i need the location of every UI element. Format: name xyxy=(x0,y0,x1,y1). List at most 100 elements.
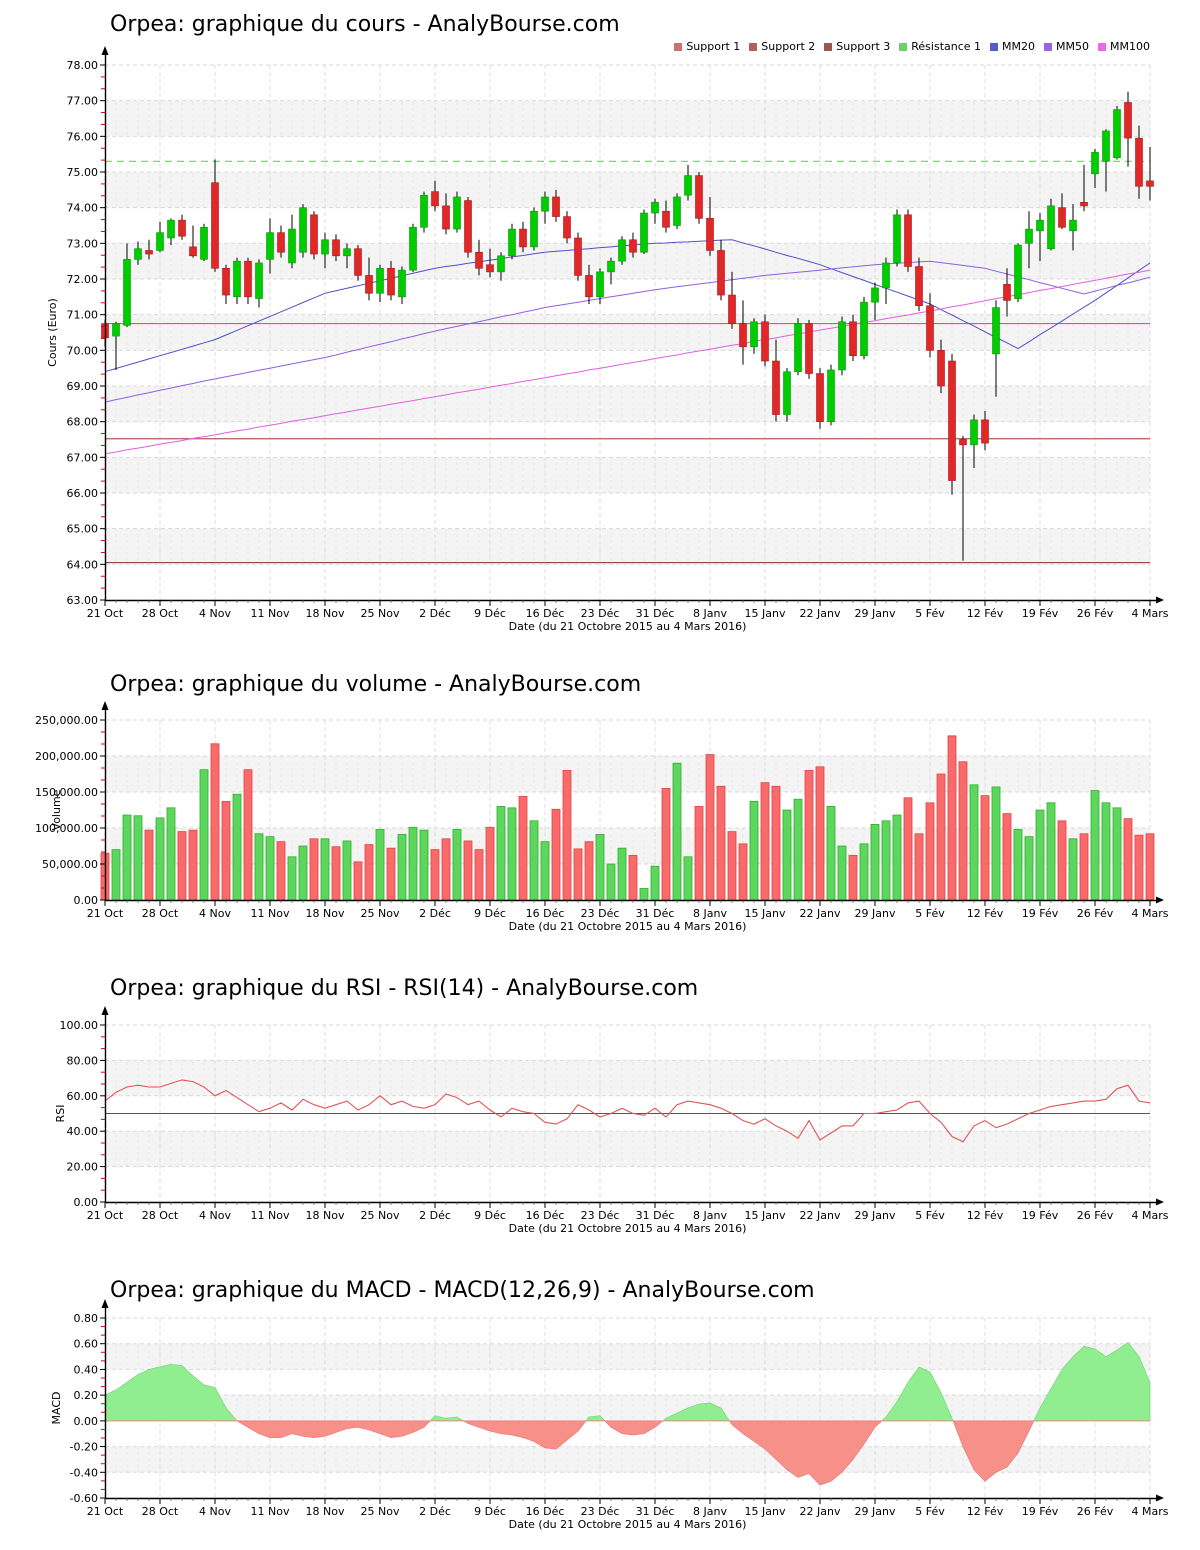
svg-text:11 Nov: 11 Nov xyxy=(251,1505,290,1518)
svg-text:23 Déc: 23 Déc xyxy=(581,1209,620,1222)
ma-mm20 xyxy=(104,239,1151,373)
svg-text:28 Oct: 28 Oct xyxy=(142,907,179,920)
svg-text:26 Fév: 26 Fév xyxy=(1077,607,1114,620)
svg-text:78.00: 78.00 xyxy=(67,59,99,72)
svg-text:4 Nov: 4 Nov xyxy=(199,907,231,920)
svg-text:11 Nov: 11 Nov xyxy=(251,607,290,620)
svg-text:-0.20: -0.20 xyxy=(70,1441,98,1454)
legend-label: Support 1 xyxy=(686,40,741,53)
svg-text:18 Nov: 18 Nov xyxy=(306,1209,345,1222)
svg-text:31 Déc: 31 Déc xyxy=(636,1505,675,1518)
svg-text:26 Fév: 26 Fév xyxy=(1077,1505,1114,1518)
svg-text:31 Déc: 31 Déc xyxy=(636,907,675,920)
svg-text:200,000.00: 200,000.00 xyxy=(35,750,98,763)
svg-text:150,000.00: 150,000.00 xyxy=(35,786,98,799)
svg-text:0.00: 0.00 xyxy=(74,1415,99,1428)
price-chart-legend: Support 1 Support 2 Support 3 Résistance 1 M… xyxy=(674,40,1150,53)
svg-text:0.00: 0.00 xyxy=(74,1196,99,1209)
rsi-line xyxy=(104,1079,1151,1143)
svg-text:9 Déc: 9 Déc xyxy=(474,1505,506,1518)
legend-item-support-1: Support 1 xyxy=(674,40,740,53)
svg-text:67.00: 67.00 xyxy=(67,451,99,464)
svg-text:29 Janv: 29 Janv xyxy=(855,1505,896,1518)
svg-text:12 Fév: 12 Fév xyxy=(967,1505,1004,1518)
svg-text:0.20: 0.20 xyxy=(74,1389,99,1402)
svg-text:26 Fév: 26 Fév xyxy=(1077,907,1114,920)
svg-text:0.40: 0.40 xyxy=(74,1363,99,1376)
svg-text:9 Déc: 9 Déc xyxy=(474,907,506,920)
svg-text:9 Déc: 9 Déc xyxy=(474,1209,506,1222)
svg-text:25 Nov: 25 Nov xyxy=(361,1505,400,1518)
svg-text:69.00: 69.00 xyxy=(67,380,99,393)
svg-text:26 Fév: 26 Fév xyxy=(1077,1209,1114,1222)
svg-text:8 Janv: 8 Janv xyxy=(693,1505,727,1518)
svg-text:16 Déc: 16 Déc xyxy=(526,907,565,920)
svg-text:21 Oct: 21 Oct xyxy=(87,907,124,920)
svg-text:22 Janv: 22 Janv xyxy=(800,607,841,620)
svg-text:12 Fév: 12 Fév xyxy=(967,907,1004,920)
svg-text:12 Fév: 12 Fév xyxy=(967,607,1004,620)
svg-text:28 Oct: 28 Oct xyxy=(142,1505,179,1518)
rsi-chart-title: Orpea: graphique du RSI - RSI(14) - Anal… xyxy=(110,976,699,1001)
price-chart-title: Orpea: graphique du cours - AnalyBourse.… xyxy=(110,12,620,37)
svg-text:Date (du 21 Octobre 2015 au 4: Date (du 21 Octobre 2015 au 4 Mars 2016) xyxy=(509,1518,747,1531)
svg-text:21 Oct: 21 Oct xyxy=(87,607,124,620)
svg-text:22 Janv: 22 Janv xyxy=(800,1209,841,1222)
svg-text:4 Nov: 4 Nov xyxy=(199,607,231,620)
svg-text:22 Janv: 22 Janv xyxy=(800,907,841,920)
svg-text:2 Déc: 2 Déc xyxy=(419,1505,451,1518)
svg-text:100.00: 100.00 xyxy=(60,1019,99,1032)
svg-text:28 Oct: 28 Oct xyxy=(142,607,179,620)
svg-text:Date (du 21 Octobre 2015 au 4: Date (du 21 Octobre 2015 au 4 Mars 2016) xyxy=(509,620,747,633)
svg-text:19 Fév: 19 Fév xyxy=(1022,607,1059,620)
svg-text:Volume: Volume xyxy=(50,789,63,830)
legend-label: Support 2 xyxy=(761,40,816,53)
svg-text:64.00: 64.00 xyxy=(67,558,99,571)
svg-text:9 Déc: 9 Déc xyxy=(474,607,506,620)
svg-text:74.00: 74.00 xyxy=(67,202,99,215)
svg-text:21 Oct: 21 Oct xyxy=(87,1505,124,1518)
svg-text:29 Janv: 29 Janv xyxy=(855,907,896,920)
legend-label: MM50 xyxy=(1056,40,1090,53)
svg-text:16 Déc: 16 Déc xyxy=(526,1209,565,1222)
svg-text:11 Nov: 11 Nov xyxy=(251,907,290,920)
svg-text:80.00: 80.00 xyxy=(67,1054,99,1067)
svg-text:Cours (Euro): Cours (Euro) xyxy=(46,298,59,367)
svg-text:21 Oct: 21 Oct xyxy=(87,1209,124,1222)
svg-text:5 Fév: 5 Fév xyxy=(915,907,945,920)
svg-text:Date (du 21 Octobre 2015 au 4: Date (du 21 Octobre 2015 au 4 Mars 2016) xyxy=(509,920,747,933)
rsi-chart-plot: 0.00 20.00 40.00 60.00 80.00 100.00 21 Oct 28 O… xyxy=(54,1006,1169,1235)
macd-chart-title: Orpea: graphique du MACD - MACD(12,26,9)… xyxy=(110,1278,815,1303)
legend-item-support-3: Support 3 xyxy=(824,40,890,53)
svg-text:72.00: 72.00 xyxy=(67,273,99,286)
legend-swatch xyxy=(674,42,683,51)
svg-text:-0.60: -0.60 xyxy=(70,1492,98,1505)
svg-text:23 Déc: 23 Déc xyxy=(581,907,620,920)
legend-swatch xyxy=(749,42,758,51)
legend-swatch xyxy=(1044,42,1053,51)
svg-text:73.00: 73.00 xyxy=(67,237,99,250)
svg-text:22 Janv: 22 Janv xyxy=(800,1505,841,1518)
svg-text:19 Fév: 19 Fév xyxy=(1022,907,1059,920)
svg-text:15 Janv: 15 Janv xyxy=(745,607,786,620)
svg-text:8 Janv: 8 Janv xyxy=(693,907,727,920)
legend-item-support-2: Support 2 xyxy=(749,40,815,53)
svg-text:2 Déc: 2 Déc xyxy=(419,1209,451,1222)
legend-swatch xyxy=(899,42,908,51)
ma-mm50 xyxy=(104,260,1151,403)
svg-text:18 Nov: 18 Nov xyxy=(306,907,345,920)
volume-chart-title: Orpea: graphique du volume - AnalyBourse… xyxy=(110,672,642,697)
legend-label: Support 3 xyxy=(836,40,891,53)
svg-text:2 Déc: 2 Déc xyxy=(419,607,451,620)
legend-swatch xyxy=(824,42,833,51)
svg-text:23 Déc: 23 Déc xyxy=(581,1505,620,1518)
svg-text:15 Janv: 15 Janv xyxy=(745,1505,786,1518)
svg-text:77.00: 77.00 xyxy=(67,95,99,108)
svg-text:50,000.00: 50,000.00 xyxy=(42,858,98,871)
legend-swatch xyxy=(1098,42,1107,51)
legend-item-résistance-1: Résistance 1 xyxy=(899,40,981,53)
svg-text:4 Nov: 4 Nov xyxy=(199,1209,231,1222)
svg-text:5 Fév: 5 Fév xyxy=(915,607,945,620)
svg-text:18 Nov: 18 Nov xyxy=(306,607,345,620)
